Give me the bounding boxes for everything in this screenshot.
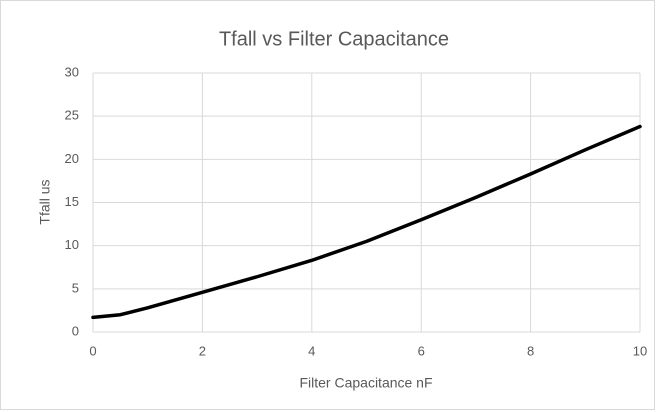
y-tick-label: 20 (65, 151, 79, 166)
y-tick-label: 30 (65, 64, 79, 79)
x-tick-label: 6 (418, 343, 425, 358)
y-tick-label: 0 (72, 323, 79, 338)
x-tick-label: 10 (633, 343, 647, 358)
data-line (91, 124, 642, 320)
y-tick-label: 15 (65, 194, 79, 209)
y-tick-label: 10 (65, 237, 79, 252)
x-tick-label: 2 (199, 343, 206, 358)
x-tick-label: 0 (89, 343, 96, 358)
x-tick-label: 8 (527, 343, 534, 358)
x-axis-label: Filter Capacitance nF (299, 375, 432, 391)
y-tick-label: 5 (72, 280, 79, 295)
chart-title: Tfall vs Filter Capacitance (219, 28, 449, 50)
x-tick-label: 4 (308, 343, 315, 358)
y-axis-label: Tfall us (37, 179, 53, 224)
y-tick-label: 25 (65, 108, 79, 123)
